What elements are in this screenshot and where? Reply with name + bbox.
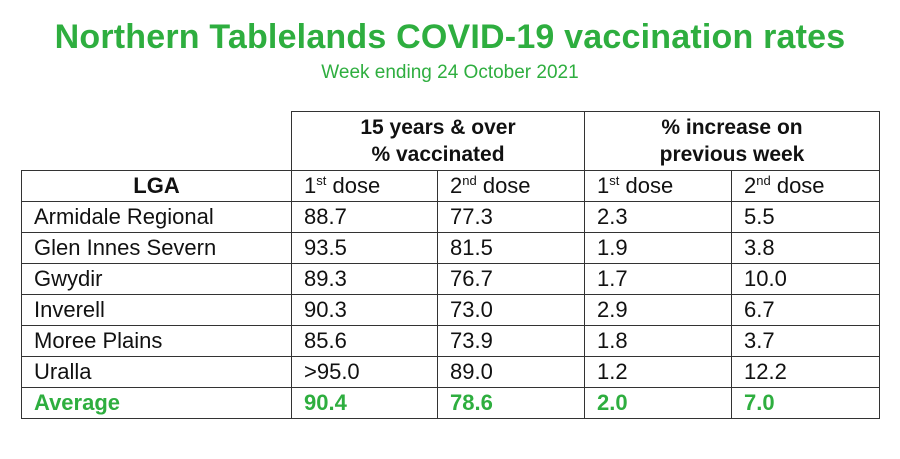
inc-2nd-cell: 3.7 bbox=[731, 325, 880, 357]
table-row: Moree Plains 85.6 73.9 1.8 3.7 bbox=[21, 325, 880, 357]
table-row: Armidale Regional 88.7 77.3 2.3 5.5 bbox=[21, 201, 880, 233]
column-header-lga: LGA bbox=[21, 170, 292, 202]
group-header-increase-line1: % increase on bbox=[661, 116, 803, 139]
vax-2nd-cell: 76.7 bbox=[437, 263, 585, 295]
vax-1st-cell: 93.5 bbox=[291, 232, 438, 264]
vax-2nd-cell: 89.0 bbox=[437, 356, 585, 388]
vax-1st-cell: 90.3 bbox=[291, 294, 438, 326]
lga-cell: Moree Plains bbox=[21, 325, 292, 357]
lga-cell: Gwydir bbox=[21, 263, 292, 295]
lga-cell: Armidale Regional bbox=[21, 201, 292, 233]
inc-1st-cell: 2.9 bbox=[584, 294, 732, 326]
average-inc-1st-cell: 2.0 bbox=[584, 387, 732, 419]
inc-2nd-cell: 12.2 bbox=[731, 356, 880, 388]
blank-corner-cell bbox=[21, 111, 292, 171]
vax-2nd-cell: 73.9 bbox=[437, 325, 585, 357]
group-header-row: 15 years & over % vaccinated % increase … bbox=[21, 111, 880, 171]
inc-1st-cell: 1.7 bbox=[584, 263, 732, 295]
vax-1st-cell: 88.7 bbox=[291, 201, 438, 233]
table-row: Gwydir 89.3 76.7 1.7 10.0 bbox=[21, 263, 880, 295]
inc-2nd-cell: 3.8 bbox=[731, 232, 880, 264]
column-header-row: LGA 1st dose 2nd dose 1st dose 2nd dose bbox=[21, 170, 880, 202]
group-header-increase: % increase on previous week bbox=[584, 111, 880, 171]
average-inc-2nd-cell: 7.0 bbox=[731, 387, 880, 419]
lga-cell: Glen Innes Severn bbox=[21, 232, 292, 264]
average-row: Average 90.4 78.6 2.0 7.0 bbox=[21, 387, 880, 419]
table-row: Glen Innes Severn 93.5 81.5 1.9 3.8 bbox=[21, 232, 880, 264]
inc-1st-cell: 2.3 bbox=[584, 201, 732, 233]
table-row: Uralla >95.0 89.0 1.2 12.2 bbox=[21, 356, 880, 388]
group-header-vaccinated-line1: 15 years & over bbox=[360, 116, 516, 139]
inc-1st-cell: 1.8 bbox=[584, 325, 732, 357]
column-header-vax-1st-dose: 1st dose bbox=[291, 170, 438, 202]
vax-2nd-cell: 73.0 bbox=[437, 294, 585, 326]
column-header-inc-2nd-dose: 2nd dose bbox=[731, 170, 880, 202]
column-header-vax-2nd-dose: 2nd dose bbox=[437, 170, 585, 202]
lga-cell: Inverell bbox=[21, 294, 292, 326]
lga-cell: Uralla bbox=[21, 356, 292, 388]
average-vax-1st-cell: 90.4 bbox=[291, 387, 438, 419]
group-header-vaccinated: 15 years & over % vaccinated bbox=[291, 111, 585, 171]
inc-1st-cell: 1.9 bbox=[584, 232, 732, 264]
average-label-cell: Average bbox=[21, 387, 292, 419]
inc-1st-cell: 1.2 bbox=[584, 356, 732, 388]
vax-1st-cell: 85.6 bbox=[291, 325, 438, 357]
vax-1st-cell: >95.0 bbox=[291, 356, 438, 388]
column-header-inc-1st-dose: 1st dose bbox=[584, 170, 732, 202]
inc-2nd-cell: 10.0 bbox=[731, 263, 880, 295]
vax-2nd-cell: 81.5 bbox=[437, 232, 585, 264]
inc-2nd-cell: 6.7 bbox=[731, 294, 880, 326]
vaccination-table: 15 years & over % vaccinated % increase … bbox=[21, 111, 880, 419]
vax-1st-cell: 89.3 bbox=[291, 263, 438, 295]
page-subtitle: Week ending 24 October 2021 bbox=[321, 62, 579, 83]
page-title: Northern Tablelands COVID-19 vaccination… bbox=[54, 18, 846, 56]
table-row: Inverell 90.3 73.0 2.9 6.7 bbox=[21, 294, 880, 326]
average-vax-2nd-cell: 78.6 bbox=[437, 387, 585, 419]
inc-2nd-cell: 5.5 bbox=[731, 201, 880, 233]
vax-2nd-cell: 77.3 bbox=[437, 201, 585, 233]
group-header-increase-line2: previous week bbox=[659, 143, 805, 166]
group-header-vaccinated-line2: % vaccinated bbox=[371, 143, 505, 166]
